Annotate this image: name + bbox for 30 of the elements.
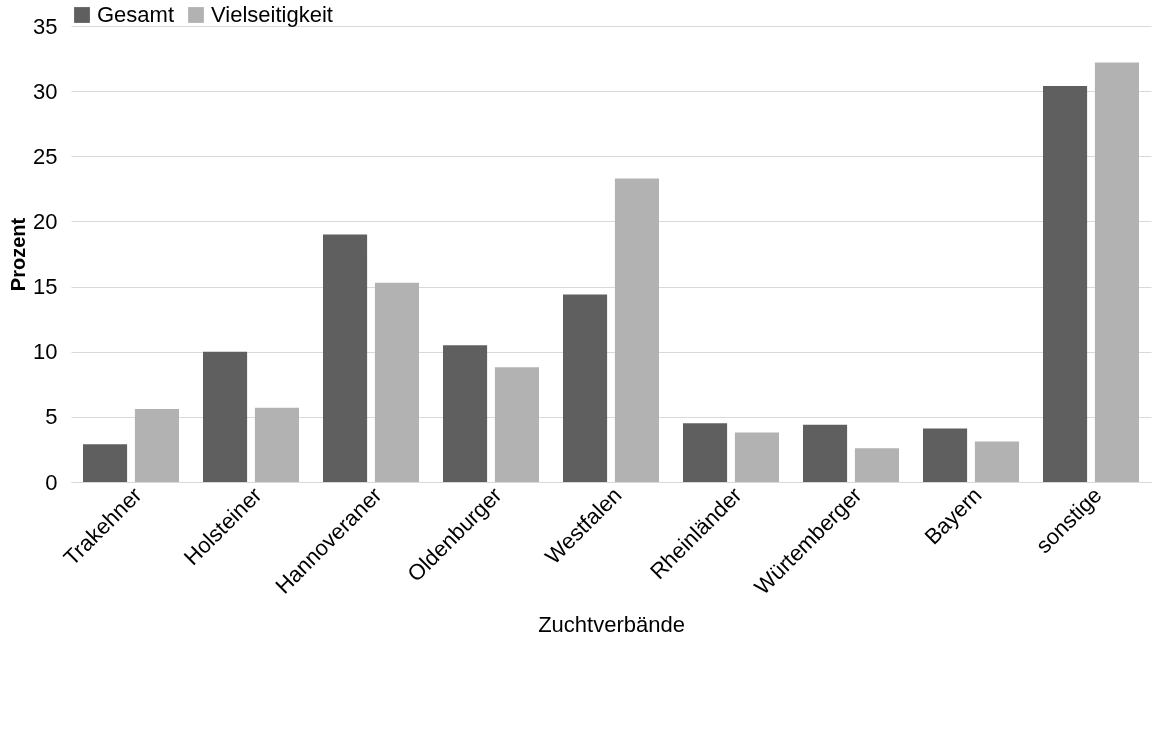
bar [374,282,419,482]
bar [323,234,368,482]
y-tick-label: 5 [45,404,58,430]
bar [734,432,779,482]
bar [923,428,968,482]
bar [203,351,248,482]
y-tick-label: 0 [45,469,58,495]
bar [1094,62,1139,482]
bar [254,407,299,482]
bar [134,409,179,482]
bar [854,448,899,482]
bar [1043,85,1088,482]
y-axis-title: Prozent [7,217,30,292]
legend-label: Vielseitigkeit [211,2,333,27]
y-tick-label: 25 [33,143,58,169]
bar [683,423,728,482]
x-axis-title: Zuchtverbände [538,611,685,637]
y-tick-label: 35 [33,13,58,39]
bar [614,178,659,482]
y-tick-label: 15 [33,274,58,300]
bar [563,294,608,482]
bar [803,424,848,482]
y-tick-label: 20 [33,208,58,234]
y-tick-label: 30 [33,78,58,104]
bar [494,367,539,482]
bar [974,441,1019,482]
legend-label: Gesamt [97,2,175,27]
y-tick-label: 10 [33,339,58,365]
bar [443,345,488,482]
bar [83,444,128,482]
